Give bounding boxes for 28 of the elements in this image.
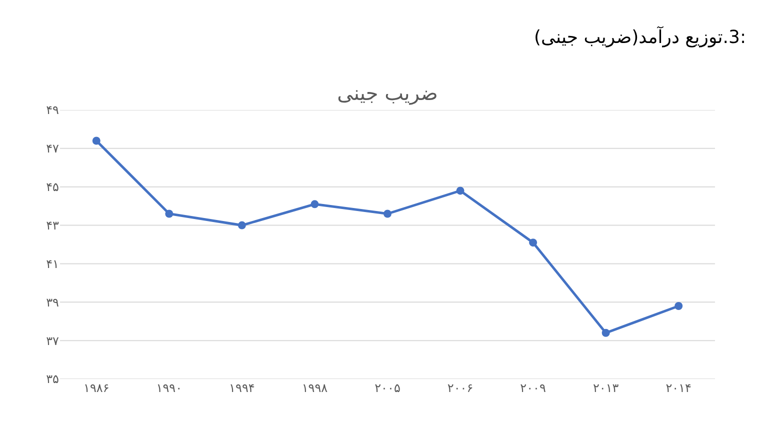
x-tick-label: ۲۰۱۳ <box>592 381 620 395</box>
y-tick-label: ۴۳ <box>46 218 60 232</box>
point <box>529 238 538 247</box>
y-tick-label: ۴۹ <box>46 103 59 118</box>
x-tick-label: ۱۹۹۰ <box>156 381 182 395</box>
y-tick-label: ۳۵ <box>46 372 59 386</box>
text: 3.توزیع درآمد(ضریب جینی): <box>534 26 746 48</box>
x-tick-label: ۲۰۰۶ <box>447 381 474 395</box>
x-tick-label: ۱۹۹۴ <box>229 381 255 395</box>
y-tick-label: ۴۱ <box>46 256 59 271</box>
y-tick-label: ۴۷ <box>46 142 60 156</box>
point <box>165 210 174 218</box>
point <box>310 200 319 208</box>
point <box>384 210 392 218</box>
x-tick-label: ۲۰۰۵ <box>374 381 400 395</box>
y-tick-label: ۳۹ <box>46 295 59 310</box>
point <box>602 328 610 337</box>
chart-title: ضریب جینی <box>337 80 438 105</box>
point <box>456 186 464 195</box>
x-tick-label: ۲۰۰۹ <box>520 381 546 395</box>
x-tick-label: ۱۹۸۶ <box>84 381 110 395</box>
y-tick-label: ۴۵ <box>46 180 59 194</box>
point <box>92 136 100 145</box>
point <box>674 302 683 310</box>
x-tick-label: ۱۹۹۸ <box>302 381 328 395</box>
x-tick-label: ۲۰۱۴ <box>666 381 692 395</box>
y-tick-label: ۳۷ <box>46 334 60 348</box>
point <box>238 221 246 230</box>
